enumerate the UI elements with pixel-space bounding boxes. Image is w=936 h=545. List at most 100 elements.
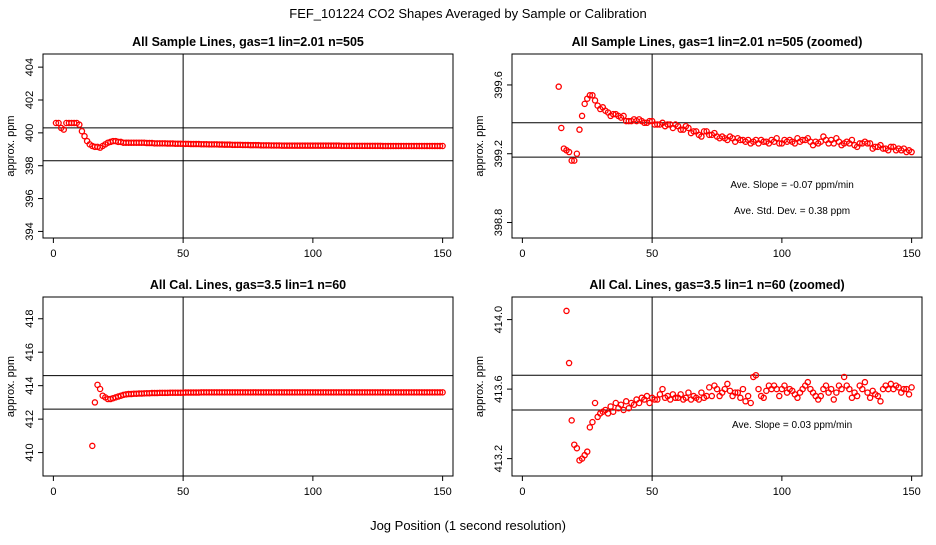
data-point: [646, 399, 653, 407]
data-point: [76, 121, 83, 128]
x-tick-label: 100: [304, 248, 322, 260]
data-point: [685, 389, 692, 396]
data-point: [565, 359, 573, 367]
data-point: [763, 387, 770, 395]
data-point: [60, 126, 68, 133]
y-tick-label: 398: [24, 157, 36, 175]
data-point: [827, 385, 835, 393]
data-point: [874, 392, 882, 400]
data-points: [563, 307, 915, 464]
x-tick-label: 0: [519, 248, 525, 260]
y-tick-label: 398.8: [493, 209, 505, 237]
data-point: [861, 378, 869, 386]
x-tick-label: 50: [646, 248, 658, 260]
panel-1: All Sample Lines, gas=1 lin=2.01 n=505 ap…: [5, 35, 454, 260]
data-point: [578, 112, 586, 120]
data-point: [848, 136, 856, 144]
x-tick-label: 100: [773, 248, 791, 260]
data-point: [705, 384, 713, 391]
x-tick-label: 0: [50, 486, 56, 498]
data-point: [840, 373, 848, 381]
data-point: [866, 140, 874, 147]
data-point: [607, 403, 614, 410]
plot-frame: [42, 53, 454, 239]
data-point: [635, 399, 643, 407]
data-point: [685, 124, 692, 132]
data-point: [846, 385, 853, 393]
annotation-text: Ave. Slope = -0.07 ppm/min: [730, 180, 854, 191]
data-point: [654, 396, 661, 403]
data-point: [591, 97, 599, 104]
data-point: [576, 126, 583, 133]
data-point: [859, 385, 866, 393]
data-point: [737, 394, 744, 402]
x-tick-label: 50: [177, 486, 189, 498]
data-point: [708, 392, 716, 400]
data-point: [677, 126, 684, 133]
data-point: [848, 394, 856, 402]
data-point: [822, 382, 830, 389]
y-axis-label: approx. ppm: [5, 356, 17, 417]
data-point: [586, 92, 594, 99]
panel-title: All Sample Lines, gas=1 lin=2.01 n=505 (…: [572, 35, 863, 49]
data-point: [908, 384, 915, 391]
panel-4: All Cal. Lines, gas=3.5 lin=1 n=60 (zoom…: [474, 278, 923, 498]
data-point: [558, 124, 565, 132]
data-point: [776, 140, 783, 147]
y-tick-label: 410: [24, 443, 36, 461]
x-tick-label: 150: [902, 248, 920, 260]
y-tick-label: 404: [24, 58, 36, 76]
data-point: [830, 396, 838, 403]
data-point: [838, 385, 845, 393]
data-point: [568, 157, 575, 164]
data-point: [755, 385, 762, 393]
panel-2: All Sample Lines, gas=1 lin=2.01 n=505 (…: [474, 35, 923, 260]
data-point: [900, 385, 908, 393]
data-point: [713, 385, 721, 393]
data-point: [864, 389, 871, 396]
data-point: [833, 389, 840, 396]
data-point: [436, 142, 444, 150]
data-point: [734, 389, 742, 396]
data-point: [664, 121, 671, 128]
data-point: [589, 92, 596, 99]
data-point: [52, 119, 60, 127]
y-tick-label: 399.2: [493, 140, 505, 168]
panel-3: All Cal. Lines, gas=3.5 lin=1 n=60 approx…: [5, 278, 454, 498]
x-tick-label: 50: [646, 486, 658, 498]
data-point: [864, 140, 871, 147]
data-point: [589, 418, 596, 426]
data-point: [698, 389, 705, 396]
data-points: [89, 381, 446, 450]
data-point: [584, 448, 591, 455]
y-tick-label: 396: [24, 189, 36, 207]
y-tick-label: 413.2: [493, 445, 505, 473]
data-point: [96, 385, 104, 393]
data-point: [591, 399, 599, 407]
y-tick-label: 399.6: [493, 71, 505, 99]
data-points: [555, 83, 915, 164]
panel-title: All Sample Lines, gas=1 lin=2.01 n=505: [132, 35, 364, 49]
data-point: [571, 157, 578, 164]
data-points: [52, 119, 446, 151]
x-tick-label: 150: [433, 248, 451, 260]
data-point: [726, 387, 734, 395]
data-point: [563, 307, 570, 315]
x-tick-label: 150: [433, 486, 451, 498]
y-tick-label: 414: [24, 376, 36, 394]
y-axis-label: approx. ppm: [5, 115, 17, 176]
data-point: [877, 398, 884, 405]
data-point: [760, 394, 767, 402]
data-point: [905, 391, 913, 398]
data-point: [78, 127, 86, 135]
data-point: [866, 394, 874, 402]
x-tick-label: 100: [773, 486, 791, 498]
data-point: [672, 394, 679, 402]
data-point: [586, 424, 594, 431]
data-point: [817, 392, 825, 400]
plot-frame: [42, 296, 454, 477]
data-point: [773, 135, 780, 142]
data-point: [698, 133, 705, 140]
